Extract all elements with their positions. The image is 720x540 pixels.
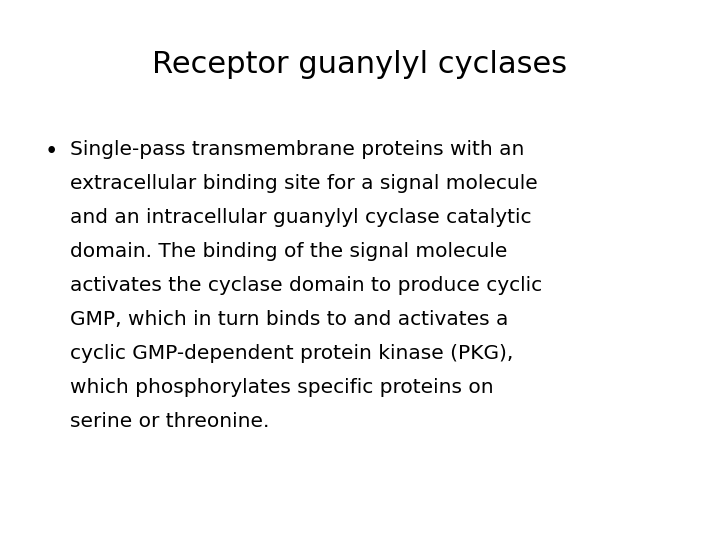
Text: extracellular binding site for a signal molecule: extracellular binding site for a signal …	[70, 174, 538, 193]
Text: and an intracellular guanylyl cyclase catalytic: and an intracellular guanylyl cyclase ca…	[70, 208, 531, 227]
Text: activates the cyclase domain to produce cyclic: activates the cyclase domain to produce …	[70, 276, 542, 295]
Text: Receptor guanylyl cyclases: Receptor guanylyl cyclases	[153, 50, 567, 79]
Text: serine or threonine.: serine or threonine.	[70, 412, 269, 431]
Text: which phosphorylates specific proteins on: which phosphorylates specific proteins o…	[70, 378, 494, 397]
Text: domain. The binding of the signal molecule: domain. The binding of the signal molecu…	[70, 242, 508, 261]
Text: •: •	[45, 140, 58, 163]
Text: GMP, which in turn binds to and activates a: GMP, which in turn binds to and activate…	[70, 310, 508, 329]
Text: Single-pass transmembrane proteins with an: Single-pass transmembrane proteins with …	[70, 140, 524, 159]
Text: cyclic GMP-dependent protein kinase (PKG),: cyclic GMP-dependent protein kinase (PKG…	[70, 344, 513, 363]
